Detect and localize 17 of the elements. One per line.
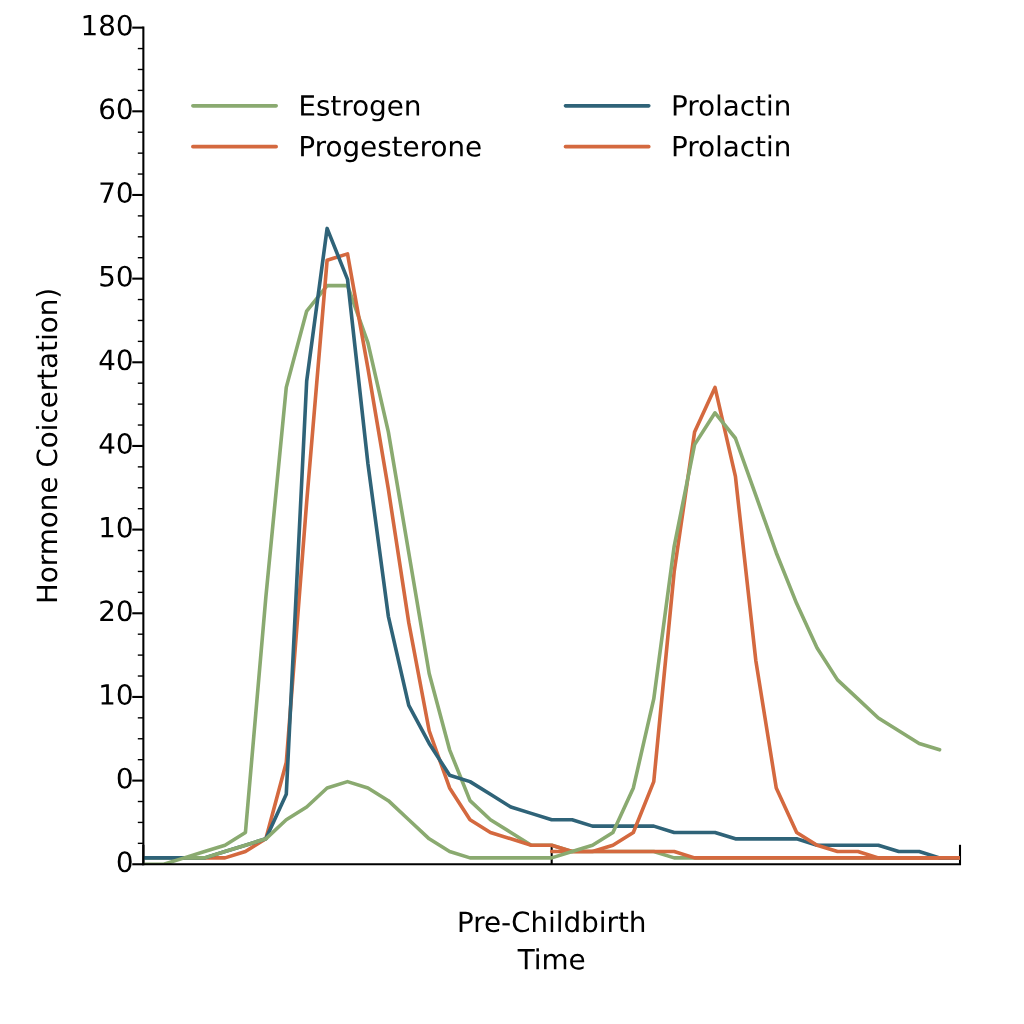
- text: 40: [99, 433, 132, 455]
- text: 50: [100, 265, 132, 287]
- text: 70: [100, 182, 132, 204]
- text: 10: [101, 516, 132, 538]
- legend-label: Progesterone: [301, 136, 481, 163]
- legend-label: Estrogen: [301, 95, 420, 122]
- y-axis-title: Hormone Coicertation): [35, 290, 61, 602]
- legend-label: Prolactin: [673, 94, 789, 116]
- text: 180: [83, 14, 132, 36]
- x-axis-title: Pre-Childbirth Time: [459, 910, 645, 970]
- text: 10: [101, 683, 132, 705]
- text: 60: [100, 98, 132, 120]
- text: 0: [117, 851, 132, 873]
- legend-label: Prolactin: [673, 135, 789, 157]
- text: 0: [117, 767, 132, 789]
- text: 40: [99, 349, 132, 371]
- text: 20: [100, 600, 132, 622]
